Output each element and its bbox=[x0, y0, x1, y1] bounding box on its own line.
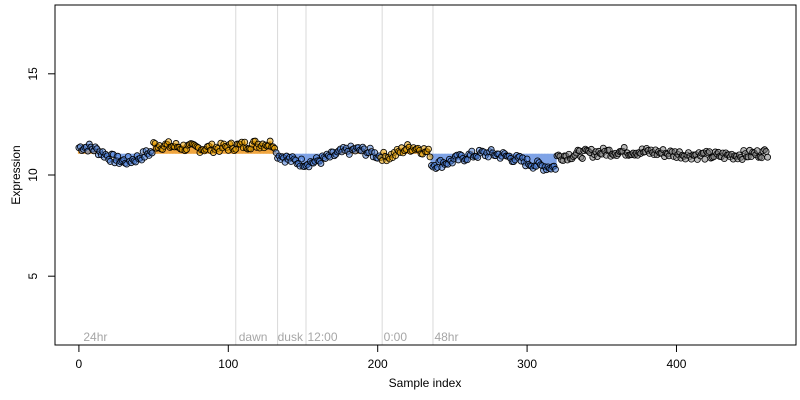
x-axis: 0 100 200 300 400 bbox=[76, 344, 687, 371]
deviation-bar bbox=[554, 153, 557, 170]
annotation-label: dawn bbox=[239, 330, 268, 344]
deviation-bar bbox=[191, 143, 194, 154]
y-axis: 5 10 15 bbox=[26, 67, 56, 280]
deviation-bar bbox=[442, 153, 445, 163]
deviation-bar bbox=[304, 153, 308, 166]
deviation-bar bbox=[548, 153, 551, 169]
deviation-bar bbox=[266, 146, 269, 154]
vertical-reference-lines bbox=[235, 5, 434, 345]
data-points bbox=[75, 137, 772, 174]
deviation-bar bbox=[541, 153, 544, 166]
x-tick-label: 400 bbox=[666, 357, 686, 371]
deviation-bar bbox=[443, 153, 447, 165]
deviation-bar bbox=[549, 153, 553, 170]
data-point bbox=[552, 165, 559, 173]
deviation-bar bbox=[539, 153, 542, 165]
annotation-label: 48hr bbox=[434, 330, 458, 344]
data-point bbox=[114, 152, 122, 160]
data-point bbox=[425, 145, 432, 153]
data-point bbox=[762, 148, 770, 155]
deviation-bar bbox=[189, 143, 193, 154]
x-tick-label: 300 bbox=[517, 357, 537, 371]
deviation-bar bbox=[433, 153, 436, 166]
data-point bbox=[426, 153, 434, 161]
data-point bbox=[148, 149, 156, 157]
deviation-bar bbox=[309, 153, 312, 162]
deviation-bar bbox=[173, 146, 176, 154]
deviation-bar bbox=[306, 153, 309, 165]
data-point bbox=[764, 153, 772, 161]
deviation-bar bbox=[542, 153, 545, 171]
plot-frame bbox=[54, 4, 797, 346]
data-point bbox=[620, 144, 628, 151]
x-tick-label: 200 bbox=[368, 357, 388, 371]
x-tick-label: 100 bbox=[218, 357, 238, 371]
y-tick-label: 5 bbox=[26, 273, 40, 280]
data-point bbox=[701, 155, 709, 163]
data-point bbox=[298, 155, 305, 163]
deviation-bar bbox=[536, 153, 539, 161]
deviation-bar bbox=[267, 145, 270, 154]
x-tick-label: 0 bbox=[76, 357, 83, 371]
annotation-label: dusk bbox=[278, 330, 304, 344]
data-point bbox=[705, 148, 713, 156]
deviation-bar bbox=[551, 153, 554, 167]
deviation-bar bbox=[431, 153, 435, 168]
data-point bbox=[578, 155, 586, 162]
y-axis-title: Expression bbox=[9, 145, 23, 204]
time-annotations: 24hr dawn dusk 12:00 0:00 48hr bbox=[83, 330, 458, 344]
deviation-bar bbox=[192, 144, 196, 154]
data-point bbox=[317, 160, 325, 167]
y-tick-label: 10 bbox=[26, 168, 40, 182]
deviation-bar bbox=[530, 153, 533, 167]
data-point bbox=[208, 140, 216, 148]
data-point bbox=[758, 154, 766, 162]
data-point bbox=[345, 150, 353, 158]
data-point bbox=[266, 137, 274, 145]
data-point bbox=[227, 139, 235, 147]
annotation-label: 0:00 bbox=[384, 330, 408, 344]
deviation-bar bbox=[310, 153, 314, 163]
annotation-label: 12:00 bbox=[307, 330, 337, 344]
deviation-bar bbox=[547, 153, 550, 167]
deviation-bar bbox=[532, 153, 535, 169]
deviation-bar bbox=[544, 153, 547, 167]
y-tick-label: 15 bbox=[26, 67, 40, 81]
data-point bbox=[753, 147, 761, 155]
x-axis-title: Sample index bbox=[389, 376, 462, 390]
annotation-label: 24hr bbox=[83, 330, 107, 344]
deviation-bar bbox=[545, 153, 548, 170]
deviation-bar bbox=[552, 153, 556, 167]
data-point bbox=[241, 138, 249, 146]
